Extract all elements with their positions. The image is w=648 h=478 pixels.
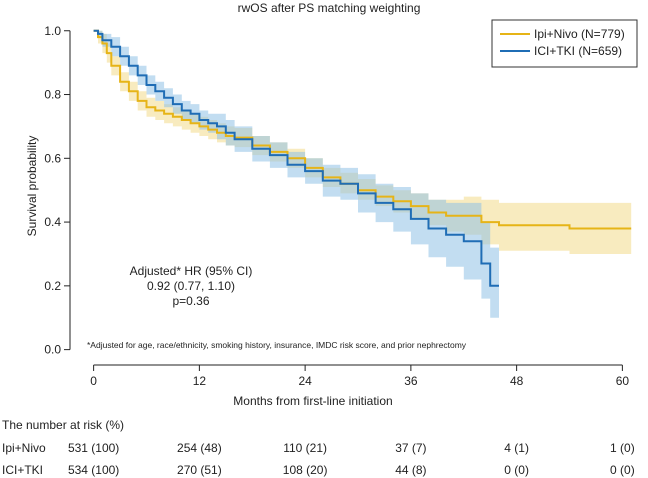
hr-annotation: Adjusted* HR (95% CI) 0.92 (0.77, 1.10) … bbox=[130, 264, 253, 308]
hr-annotation-line-1: Adjusted* HR (95% CI) bbox=[130, 264, 253, 278]
legend-label-ipi-nivo: Ipi+Nivo (N=779) bbox=[534, 27, 625, 41]
legend-box bbox=[491, 19, 638, 68]
x-tick-label: 12 bbox=[193, 374, 207, 388]
hr-annotation-line-2: 0.92 (0.77, 1.10) bbox=[147, 279, 235, 293]
ci-bands bbox=[93, 30, 632, 318]
y-tick-label: 0.4 bbox=[44, 215, 61, 229]
y-tick-label: 1.0 bbox=[44, 24, 61, 38]
chart-title: rwOS after PS matching weighting bbox=[238, 1, 421, 15]
survival-curves bbox=[93, 29, 632, 287]
x-tick-label: 48 bbox=[510, 374, 524, 388]
legend-label-ici-tki: ICI+TKI (N=659) bbox=[534, 44, 622, 58]
y-tick-label: 0.6 bbox=[44, 151, 61, 165]
y-tick-label: 0.0 bbox=[44, 343, 61, 357]
curve-ipi-nivo bbox=[93, 29, 632, 230]
x-tick-label: 36 bbox=[404, 374, 418, 388]
x-tick-label: 24 bbox=[298, 374, 312, 388]
x-tick-label: 0 bbox=[90, 374, 97, 388]
y-axis-label: Survival probability bbox=[25, 136, 39, 237]
footnote: *Adjusted for age, race/ethnicity, smoki… bbox=[87, 340, 467, 350]
curve-ici-tki bbox=[93, 29, 499, 287]
ci-band-ici-tki bbox=[93, 30, 499, 318]
axes: 0 12 24 36 48 60 0.0 0.2 0.4 0.6 0.8 1.0 bbox=[44, 24, 629, 388]
y-tick-label: 0.2 bbox=[44, 279, 61, 293]
legend: Ipi+Nivo (N=779) ICI+TKI (N=659) bbox=[491, 19, 638, 68]
x-tick-label: 60 bbox=[616, 374, 630, 388]
ci-band-ipi-nivo bbox=[93, 30, 632, 254]
hr-annotation-line-3: p=0.36 bbox=[172, 294, 209, 308]
y-tick-label: 0.8 bbox=[44, 88, 61, 102]
x-axis-label: Months from first-line initiation bbox=[233, 394, 392, 408]
